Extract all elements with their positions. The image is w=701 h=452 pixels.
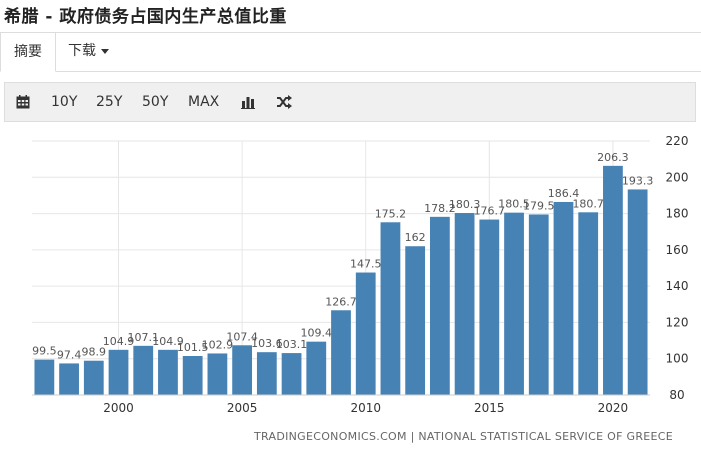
calendar-icon[interactable] [15, 83, 31, 121]
x-tick-label: 2010 [350, 401, 381, 415]
bar [578, 212, 599, 395]
bar [133, 345, 154, 395]
bar [504, 212, 524, 395]
data-label: 193.3 [622, 174, 654, 187]
data-label: 103.6 [251, 337, 283, 350]
y-tick-label: 160 [666, 243, 689, 257]
source-credit: TRADINGECONOMICS.COM | NATIONAL STATISTI… [253, 430, 673, 443]
bar [479, 219, 500, 395]
data-label: 103.1 [276, 338, 308, 351]
bar [454, 213, 475, 395]
bar [256, 352, 277, 395]
bar [603, 165, 623, 395]
x-tick-label: 2015 [474, 401, 505, 415]
data-label: 109.4 [301, 327, 333, 340]
bar [83, 360, 104, 395]
data-label: 98.9 [82, 346, 107, 359]
bar [380, 222, 401, 395]
data-label: 126.7 [325, 295, 357, 308]
x-tick-label: 2020 [598, 401, 629, 415]
tab-bar: 摘要 下载 [0, 32, 701, 72]
bar [281, 353, 302, 395]
data-label: 102.9 [202, 338, 234, 351]
data-label: 176.7 [474, 205, 506, 218]
bar [405, 246, 426, 395]
debt-to-gdp-chart: 80 100 120 140 160 180 200 220 2000 2005 2010 2015 2… [32, 134, 689, 415]
data-label: 101.5 [177, 341, 209, 354]
data-label: 97.4 [57, 348, 82, 361]
range-10y-button[interactable]: 10Y [51, 94, 78, 110]
bar [182, 355, 203, 395]
data-label: 180.3 [449, 198, 481, 211]
chart-toolbar: 10Y 25Y 50Y MAX [4, 82, 696, 122]
bar [108, 349, 129, 395]
bar [528, 214, 549, 395]
data-label: 147.5 [350, 258, 382, 271]
x-tick-label: 2000 [103, 401, 134, 415]
y-tick-label: 140 [666, 279, 689, 293]
data-label: 180.5 [498, 198, 530, 211]
chart-area: 80 100 120 140 160 180 200 220 2000 2005 2010 2015 2… [0, 125, 701, 452]
y-tick-label: 220 [666, 134, 689, 148]
y-tick-label: 100 [666, 352, 689, 366]
bar [158, 349, 178, 395]
page-title: 希腊 - 政府债务占国内生产总值比重 [4, 7, 287, 27]
bar [331, 310, 351, 395]
tab-download[interactable]: 下载 [68, 32, 109, 72]
range-50y-button[interactable]: 50Y [142, 94, 169, 110]
data-label: 180.7 [572, 197, 604, 210]
tab-summary[interactable]: 摘要 [0, 32, 56, 72]
data-label: 104.9 [152, 335, 184, 348]
data-label: 179.5 [523, 199, 555, 212]
bar [306, 341, 327, 395]
x-tick-label: 2005 [227, 401, 258, 415]
bar [207, 353, 228, 395]
data-label: 162 [405, 231, 426, 244]
caret-down-icon [101, 48, 109, 54]
shuffle-icon[interactable] [276, 83, 292, 121]
bar [355, 272, 376, 395]
tab-download-label: 下载 [68, 43, 96, 59]
data-label: 175.2 [375, 207, 407, 220]
y-tick-label: 120 [666, 315, 689, 329]
y-tick-label: 200 [666, 170, 689, 184]
range-25y-button[interactable]: 25Y [96, 94, 123, 110]
data-label: 99.5 [32, 345, 57, 358]
y-tick-label: 80 [669, 388, 684, 402]
bar [59, 363, 79, 395]
data-label: 107.4 [226, 330, 258, 343]
bar [429, 216, 450, 395]
bar [553, 201, 574, 395]
bar [627, 189, 648, 395]
bar [34, 359, 55, 395]
range-max-button[interactable]: MAX [188, 94, 220, 110]
data-label: 104.9 [103, 335, 135, 348]
y-tick-label: 180 [666, 207, 689, 221]
bar [232, 345, 253, 395]
data-label: 186.4 [548, 187, 580, 200]
data-label: 178.2 [424, 202, 456, 215]
bar-chart-icon[interactable] [240, 83, 256, 121]
data-label: 206.3 [597, 151, 629, 164]
data-label: 107.1 [127, 331, 159, 344]
